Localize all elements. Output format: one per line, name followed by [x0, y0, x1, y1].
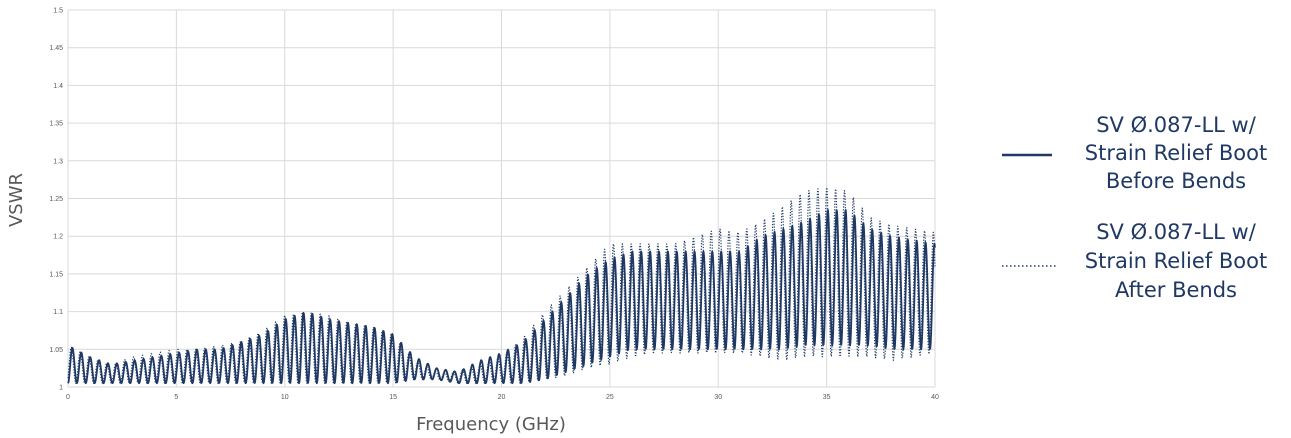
legend-label-before-line-2: Strain Relief Boot: [1085, 141, 1267, 165]
legend-label-before-line-3: Before Bends: [1106, 169, 1246, 193]
y-tick-label: 1.4: [53, 83, 63, 90]
legend-label-after-line-3: After Bends: [1115, 278, 1237, 302]
legend-label-after-line-1: SV Ø.087-LL w/: [1096, 220, 1256, 244]
y-tick-label: 1.25: [49, 196, 63, 203]
axis-ticks: 1 1.05 1.1 1.15 1.2 1.25 1.3 1.35 1.4 1.45 1.5 0 5 10…: [49, 8, 939, 402]
x-tick-label: 15: [389, 394, 397, 401]
y-axis-title: VSWR: [6, 173, 27, 227]
x-tick-label: 35: [823, 394, 831, 401]
y-tick-label: 1.35: [49, 121, 63, 128]
x-tick-label: 5: [174, 394, 178, 401]
legend-item-before-bends: SV Ø.087-LL w/ Strain Relief Boot Before…: [1002, 113, 1267, 193]
legend-label-after-line-2: Strain Relief Boot: [1085, 249, 1267, 273]
y-tick-label: 1.5: [53, 8, 63, 15]
y-tick-label: 1.05: [49, 347, 63, 354]
y-tick-label: 1: [59, 385, 63, 392]
x-axis-title: Frequency (GHz): [416, 414, 566, 435]
series-line-after-bends: [67, 186, 936, 384]
series-line-before-bends: [67, 209, 936, 385]
x-tick-label: 30: [714, 394, 722, 401]
x-tick-label: 0: [66, 394, 70, 401]
series-lines: [67, 186, 936, 385]
y-tick-label: 1.45: [49, 45, 63, 52]
x-tick-label: 20: [498, 394, 506, 401]
legend-label-before-line-1: SV Ø.087-LL w/: [1096, 113, 1256, 137]
x-tick-label: 40: [931, 394, 939, 401]
y-tick-label: 1.1: [53, 309, 63, 316]
y-tick-label: 1.3: [53, 158, 63, 165]
y-tick-label: 1.15: [49, 271, 63, 278]
x-tick-label: 10: [281, 394, 289, 401]
legend: SV Ø.087-LL w/ Strain Relief Boot Before…: [1002, 113, 1267, 302]
y-tick-label: 1.2: [53, 234, 63, 241]
x-tick-label: 25: [606, 394, 614, 401]
legend-item-after-bends: SV Ø.087-LL w/ Strain Relief Boot After …: [1002, 220, 1267, 302]
